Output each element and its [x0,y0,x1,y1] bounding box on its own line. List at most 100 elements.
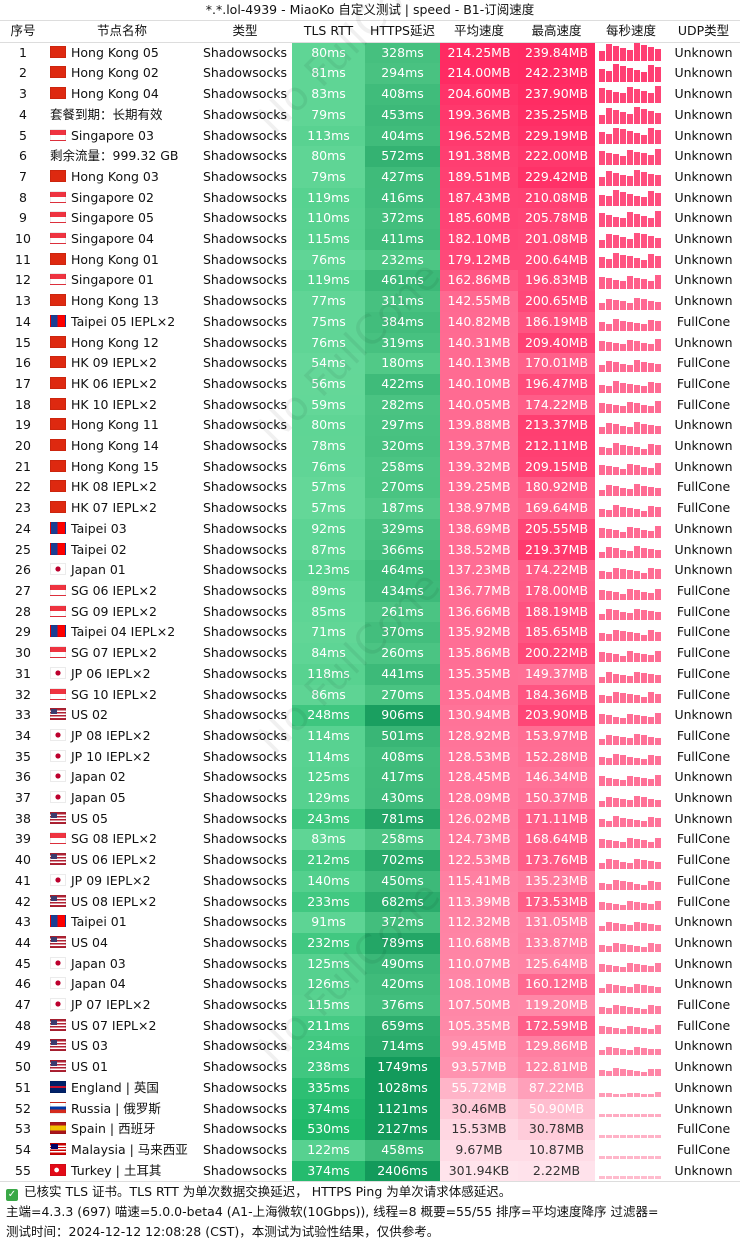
protocol-type-text: Shadowsocks [202,582,288,598]
flag-tw-icon [50,314,66,327]
speed-sample-bar [648,1029,654,1035]
node-name: JP 10 IEPL×2 [46,747,198,768]
udp-type-text: Unknown [674,541,733,557]
max-speed: 170.01MB [518,353,595,374]
speed-sample-bar [627,256,633,269]
udp-type: Unknown [667,146,740,167]
max-speed-text: 209.40MB [524,334,589,350]
tls-rtt-text: 92ms [311,520,346,536]
udp-type: Unknown [667,912,740,933]
avg-speed-text: 138.69MB [447,520,511,536]
protocol-type: Shadowsocks [198,809,292,830]
speed-sample-bar [599,964,605,973]
tls-rtt: 59ms [292,394,365,416]
udp-type: Unknown [667,788,740,809]
avg-speed-text: 124.73MB [447,831,511,847]
speed-sample-bar [606,571,612,579]
https-latency: 430ms [365,788,440,809]
avg-speed-text: 110.68MB [447,934,511,950]
speed-sample-bar [613,859,619,869]
avg-speed-text: 139.88MB [447,417,511,433]
tls-rtt-text: 79ms [311,106,346,122]
speed-sample-bar [648,47,654,62]
speed-sample-bar [606,1134,612,1138]
udp-type: FullCone [667,726,740,747]
speed-sample-bar [648,1093,654,1097]
speed-sample-bar [620,155,626,165]
row-index: 43 [0,912,46,933]
speed-sample-bar [634,43,640,62]
speed-sample-bar [655,987,661,994]
https-latency: 427ms [365,166,440,188]
node-name-text: Taipei 03 [71,520,127,536]
speed-sample-bar [627,238,633,248]
node-name: Taipei 03 [46,519,198,540]
avg-speed: 136.77MB [440,580,518,602]
max-speed-text: 180.92MB [524,479,589,495]
speed-sample-bar [620,344,626,352]
speed-sample-bar [599,1069,605,1076]
https-latency-text: 2406ms [377,1162,428,1178]
avg-speed: 124.73MB [440,829,518,851]
speed-sample-bar [606,1114,612,1118]
protocol-type: Shadowsocks [198,42,292,63]
tls-rtt-text: 59ms [311,396,346,412]
tls-rtt-text: 530ms [307,1121,350,1137]
https-latency: 372ms [365,912,440,933]
protocol-type-text: Shadowsocks [202,272,288,288]
table-row: 45 Japan 03 Shadowsocks 125ms 490ms 110.07MB 1… [0,953,740,975]
speed-sample-bar [655,1114,661,1118]
tls-rtt-text: 126ms [307,976,350,992]
speed-sample-bar [634,546,640,559]
protocol-type: Shadowsocks [198,498,292,519]
avg-speed-text: 130.94MB [447,707,511,723]
tls-rtt-text: 248ms [307,707,350,723]
node-name-text: SG 09 IEPL×2 [71,603,157,619]
row-index: 46 [0,974,46,995]
avg-speed-text: 136.66MB [447,603,511,619]
max-speed: 184.36MB [518,684,595,706]
flag-us-icon [50,1039,66,1052]
node-name-text: US 04 [71,934,108,950]
speed-sample-bar [606,858,612,869]
protocol-type-text: Shadowsocks [202,44,288,60]
node-name: US 08 IEPL×2 [46,892,198,913]
tls-rtt-text: 123ms [307,562,350,578]
speed-sample-bar [641,759,647,766]
speed-sample-bar [606,278,612,290]
tls-rtt: 123ms [292,560,365,581]
header-https: HTTPS延迟 [365,21,440,43]
speed-sample-bar [606,170,612,186]
speed-sample-bar [648,966,654,973]
per-second-sparkline [595,540,667,561]
speed-sample-bar [620,943,626,952]
speed-sample-bar [627,526,633,538]
speed-sample-bar [627,68,633,83]
tls-rtt: 243ms [292,808,365,830]
table-row: 6 剩余流量：999.32 GB Shadowsocks 80ms 572ms 191.3… [0,146,740,167]
speed-sample-bar [627,50,633,62]
max-speed-text: 149.37MB [524,665,589,681]
protocol-type-text: Shadowsocks [202,955,288,971]
speed-sample-bar [627,402,633,414]
speed-sample-bar [648,567,654,579]
speed-sample-bar [634,322,640,331]
speed-sample-bar [620,674,626,683]
speed-sample-bar [648,128,654,145]
speed-sample-bar [641,1071,647,1076]
https-latency: 328ms [365,42,440,64]
speed-sample-bar [620,655,626,662]
footer-note: 已核实 TLS 证书。TLS RTT 为单次数据交换延迟， HTTPS Ping… [24,1184,512,1200]
row-index-text: 38 [15,810,31,826]
udp-type: FullCone [667,602,740,623]
node-name: US 01 [46,1057,198,1078]
flag-hk-icon [50,66,66,79]
https-latency-text: 404ms [381,127,424,143]
tls-rtt: 71ms [292,622,365,644]
speed-sample-bar [648,235,654,248]
udp-type-text: Unknown [674,1162,733,1178]
speed-sample-bar [620,48,626,62]
speed-sample-bar [606,107,612,124]
row-index: 35 [0,747,46,768]
udp-type-text: FullCone [676,1141,731,1157]
